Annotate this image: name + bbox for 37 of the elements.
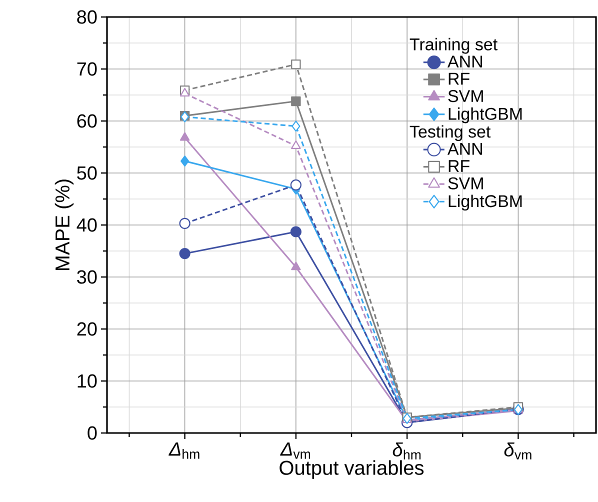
y-tick-label: 70 <box>77 62 97 76</box>
point <box>179 248 190 260</box>
legend-label: LightGBM <box>448 107 522 124</box>
legend-label: RF <box>448 160 470 172</box>
annotation: Testing set <box>410 125 491 142</box>
y-tick-label: 20 <box>77 322 97 336</box>
y-tick-label: 60 <box>77 114 97 128</box>
legend-label: ANN <box>447 56 482 68</box>
point <box>179 218 190 229</box>
y-tick-label: 10 <box>78 374 97 388</box>
legend-label: LightGBM <box>448 194 522 211</box>
y-tick-label: 0 <box>88 426 97 440</box>
legend-label: RF <box>448 72 470 85</box>
annotation: Training set <box>410 38 498 54</box>
y-tick-label: 50 <box>77 166 97 180</box>
point <box>291 59 301 70</box>
point <box>290 226 302 238</box>
y-tick-label: 80 <box>77 10 97 24</box>
y-tick-label: 30 <box>77 270 97 284</box>
point <box>180 88 190 96</box>
x-tick-label: Δ$_{vm}$ <box>280 442 310 459</box>
x-axis-title: Output variables <box>280 460 424 479</box>
legend-label: ANN <box>447 143 482 155</box>
x-tick-label: δ$_{hm}$ <box>392 442 421 460</box>
point <box>180 155 190 167</box>
point <box>291 96 301 106</box>
point <box>180 132 190 141</box>
point <box>291 262 301 270</box>
x-tick-label: δ$_{vm}$ <box>504 442 532 460</box>
legend-label: SVM <box>448 90 483 102</box>
point <box>291 140 301 150</box>
point <box>290 179 302 191</box>
y-tick-label: 40 <box>76 218 97 232</box>
y-axis-title: MAPE (%) <box>54 180 74 270</box>
legend-label: SVM <box>448 177 483 190</box>
x-tick-label: Δ$_{hm}$ <box>168 442 200 459</box>
point <box>292 120 300 132</box>
